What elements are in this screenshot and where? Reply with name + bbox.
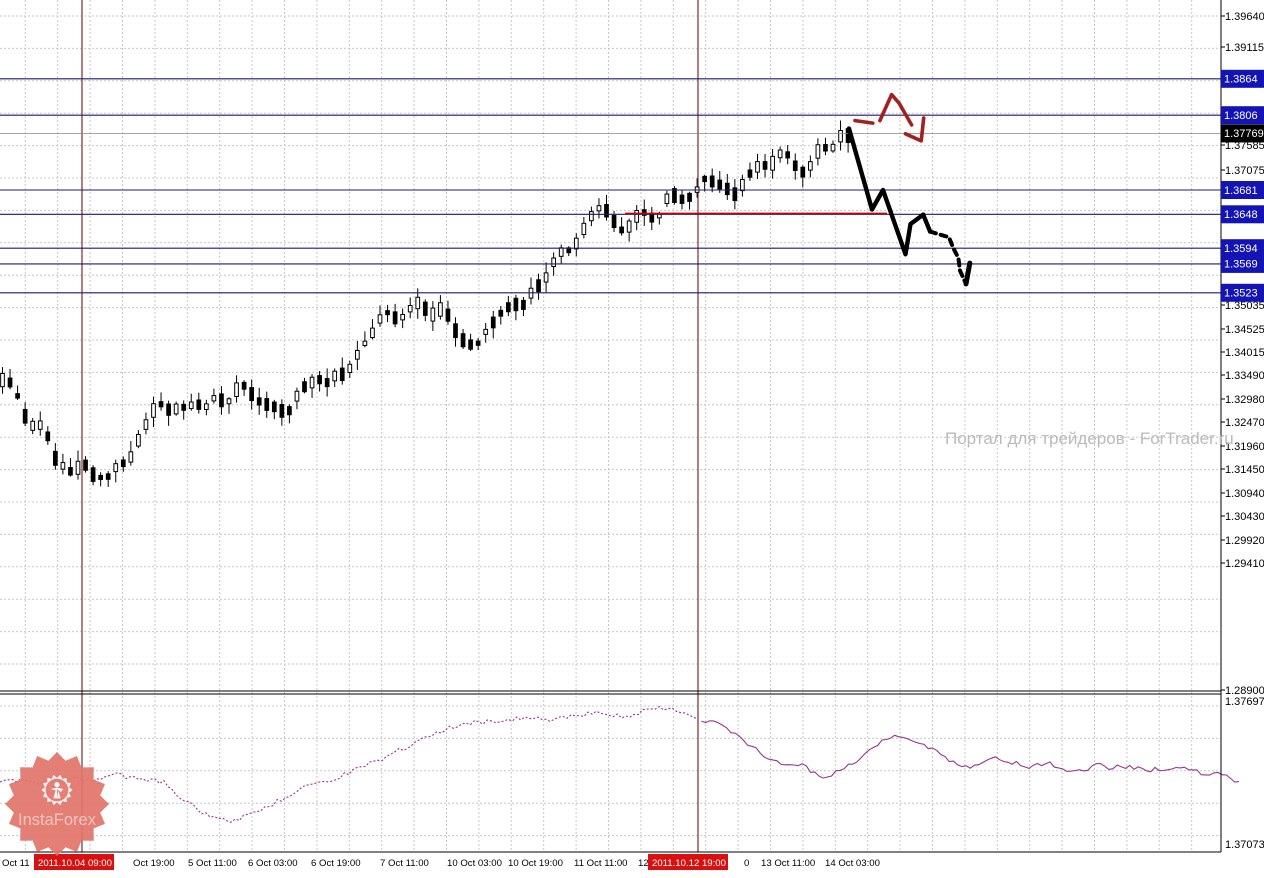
svg-text:1.29410: 1.29410 (1225, 558, 1264, 570)
svg-text:13 Oct 11:00: 13 Oct 11:00 (761, 858, 815, 869)
svg-text:1.39115: 1.39115 (1225, 42, 1264, 54)
svg-text:1.28900: 1.28900 (1225, 685, 1264, 697)
svg-text:1.37073: 1.37073 (1225, 839, 1264, 851)
svg-text:6 Oct 19:00: 6 Oct 19:00 (311, 858, 361, 869)
svg-text:1.34015: 1.34015 (1225, 347, 1264, 359)
svg-text:10 Oct 03:00: 10 Oct 03:00 (447, 858, 502, 869)
svg-text:1.3681: 1.3681 (1224, 185, 1258, 197)
svg-text:1.29920: 1.29920 (1225, 535, 1264, 547)
svg-text:1.31450: 1.31450 (1225, 464, 1264, 476)
svg-text:1.37769: 1.37769 (1224, 128, 1264, 140)
svg-text:14 Oct 03:00: 14 Oct 03:00 (825, 858, 880, 869)
svg-text:1.30430: 1.30430 (1225, 511, 1264, 523)
svg-text:1.37075: 1.37075 (1225, 165, 1264, 177)
svg-text:1.3594: 1.3594 (1224, 243, 1258, 255)
svg-text:1.37697: 1.37697 (1225, 696, 1264, 708)
svg-text:Портал для трейдеров - ForTrad: Портал для трейдеров - ForTrader.ru (945, 429, 1234, 448)
svg-text:6 Oct 03:00: 6 Oct 03:00 (248, 858, 298, 869)
svg-text:1.30940: 1.30940 (1225, 488, 1264, 500)
svg-text:1.32470: 1.32470 (1225, 417, 1264, 429)
svg-text:1.32980: 1.32980 (1225, 394, 1264, 406)
svg-text:7 Oct 11:00: 7 Oct 11:00 (380, 858, 429, 869)
svg-text:1.3648: 1.3648 (1224, 209, 1258, 221)
svg-text:Oct 19:00: Oct 19:00 (133, 858, 175, 869)
svg-text:1.34525: 1.34525 (1225, 324, 1264, 336)
svg-text:Oct 11: Oct 11 (2, 858, 30, 869)
svg-text:1.39640: 1.39640 (1225, 11, 1264, 23)
svg-text:1.3806: 1.3806 (1224, 110, 1258, 122)
svg-text:2011.10.04 09:00: 2011.10.04 09:00 (38, 858, 112, 869)
svg-text:1.3569: 1.3569 (1224, 259, 1258, 271)
svg-text:1.3523: 1.3523 (1224, 288, 1258, 300)
svg-text:10 Oct 19:00: 10 Oct 19:00 (508, 858, 563, 869)
svg-text:5 Oct 11:00: 5 Oct 11:00 (188, 858, 237, 869)
svg-text:InstaForex: InstaForex (18, 811, 97, 829)
svg-text:1.33490: 1.33490 (1225, 370, 1264, 382)
svg-text:11 Oct 11:00: 11 Oct 11:00 (574, 858, 628, 869)
svg-text:0: 0 (744, 858, 749, 869)
svg-text:1.3864: 1.3864 (1224, 74, 1258, 86)
svg-text:2011.10.12 19:00: 2011.10.12 19:00 (652, 858, 726, 869)
